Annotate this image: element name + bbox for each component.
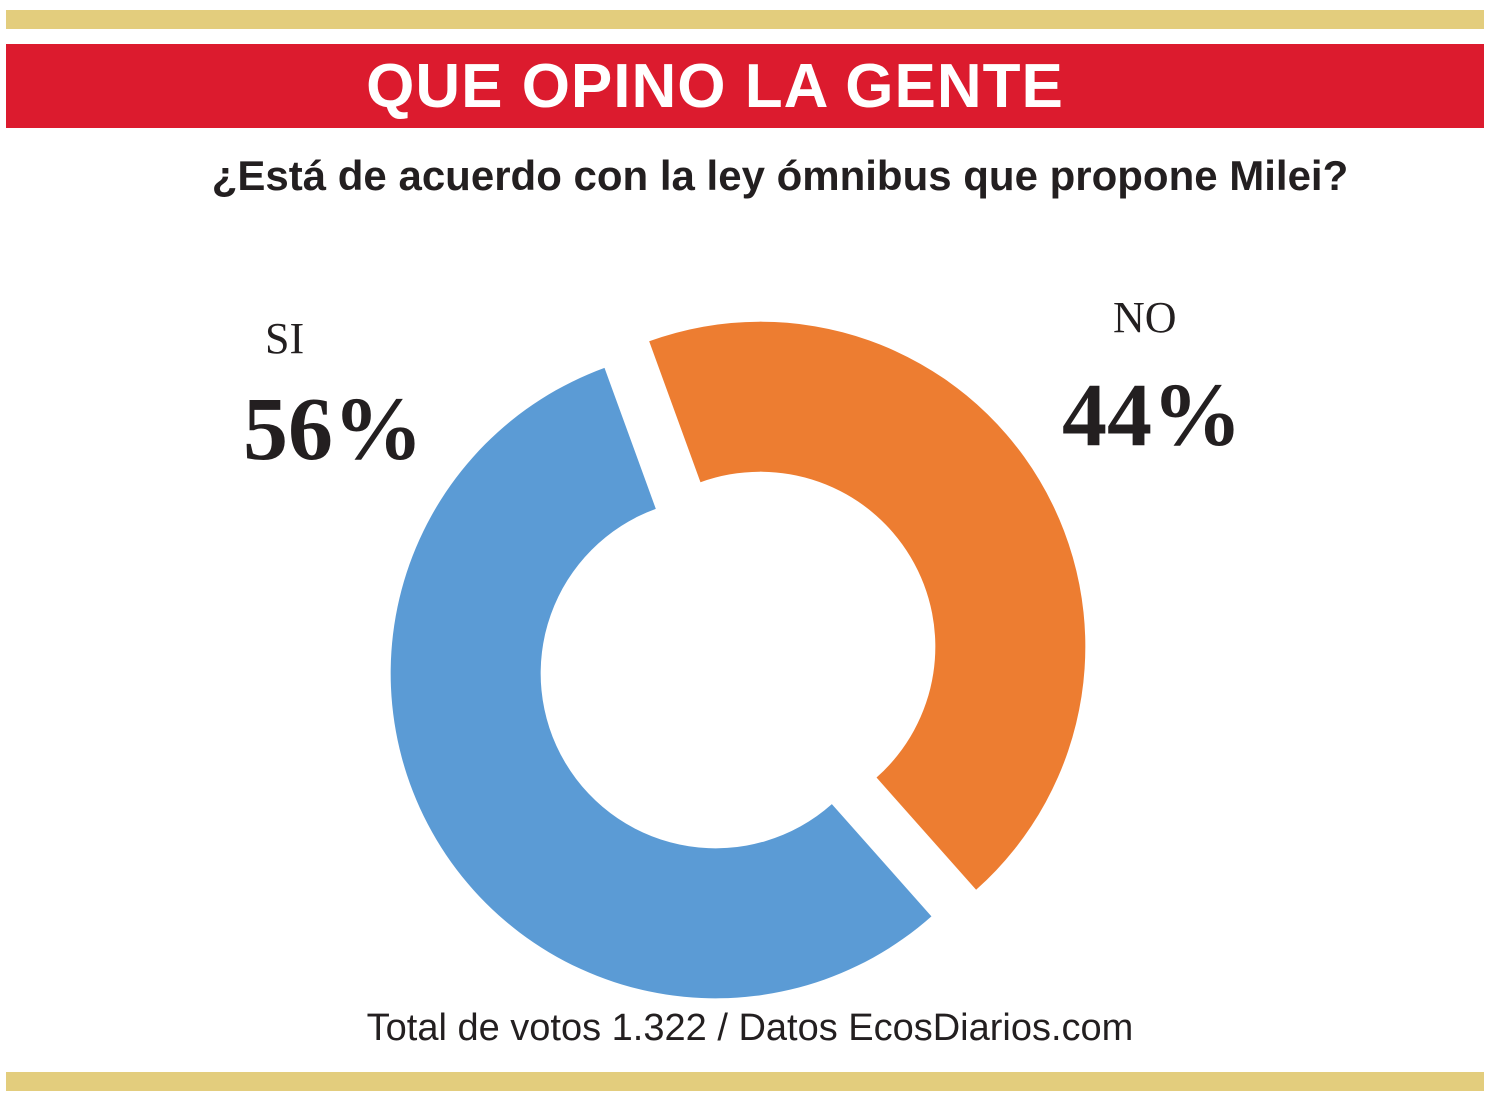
slice-value-no: 44% bbox=[1062, 366, 1242, 465]
poll-question: ¿Está de acuerdo con la ley ómnibus que … bbox=[211, 152, 1349, 199]
header-title: QUE OPINO LA GENTE bbox=[366, 51, 1064, 121]
bottom-gold-rule bbox=[6, 1072, 1484, 1091]
header-band: QUE OPINO LA GENTE bbox=[6, 44, 1484, 128]
donut-slice-no bbox=[649, 321, 1086, 890]
top-gold-rule bbox=[6, 10, 1484, 29]
donut-slice-si bbox=[390, 367, 932, 999]
slice-label-no: NO bbox=[1113, 293, 1177, 342]
slice-value-si: 56% bbox=[243, 380, 423, 479]
footer-source: Total de votos 1.322 / Datos EcosDiarios… bbox=[366, 1007, 1134, 1049]
slice-label-si: SI bbox=[265, 314, 305, 363]
